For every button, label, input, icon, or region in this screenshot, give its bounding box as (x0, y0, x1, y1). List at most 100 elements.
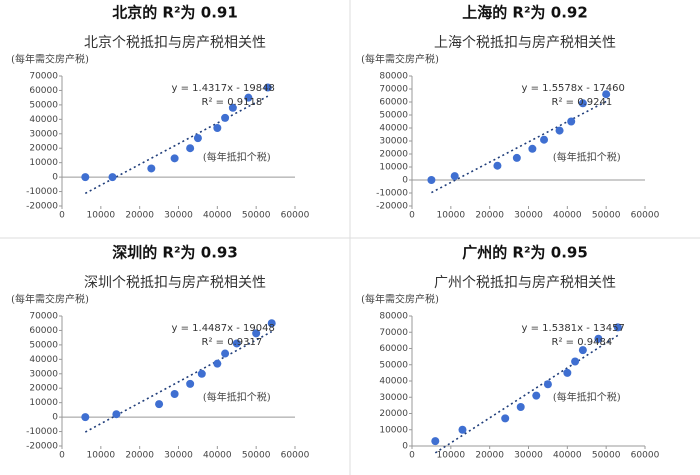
r-squared: R² = 0.9241 (552, 97, 613, 108)
y-tick-label: 50000 (29, 340, 58, 350)
chart-title: 北京个税抵扣与房产税相关性 (84, 35, 266, 51)
y-tick-label: 60000 (379, 98, 408, 108)
trendline (434, 334, 619, 454)
point (501, 414, 510, 423)
point (252, 329, 261, 338)
y-tick-label: 20000 (29, 144, 58, 154)
point (450, 172, 459, 181)
point (213, 124, 222, 132)
point (228, 103, 237, 112)
point (267, 319, 276, 328)
y-tick-label: 40000 (29, 115, 58, 125)
y-tick-label: 30000 (379, 393, 408, 403)
x-tick-label: 10000 (87, 211, 116, 221)
r-squared: R² = 0.9317 (202, 337, 263, 348)
y-tick-label: 70000 (29, 72, 58, 82)
y-axis-label: (每年需交房产税) (11, 293, 89, 306)
y-tick-label: 50000 (379, 360, 408, 370)
y-tick-label: 30000 (29, 369, 58, 379)
trendline-equation: y = 1.5578x - 17460 (522, 83, 625, 94)
y-tick-label: -10000 (26, 187, 58, 197)
y-tick-label: 60000 (379, 344, 408, 354)
panel-header: 深圳的 R²为 0.93 (112, 244, 238, 262)
x-tick-label: 50000 (592, 451, 621, 461)
x-axis-label: (每年抵扣个税) (203, 391, 271, 404)
point (532, 391, 541, 400)
y-tick-label: 0 (52, 173, 58, 183)
point (555, 126, 564, 135)
chart-title: 上海个税抵扣与房产税相关性 (434, 35, 616, 51)
point (602, 90, 611, 99)
point (221, 113, 230, 122)
y-tick-label: 10000 (379, 425, 408, 435)
x-tick-label: 30000 (514, 451, 543, 461)
y-tick-label: 10000 (379, 163, 408, 173)
point (567, 117, 576, 126)
y-axis-label: (每年需交房产税) (361, 53, 439, 66)
y-tick-label: 0 (52, 413, 58, 423)
x-tick-label: 60000 (281, 451, 310, 461)
x-tick-label: 60000 (631, 211, 660, 221)
chart-title: 深圳个税抵扣与房产税相关性 (84, 275, 266, 291)
point (594, 334, 603, 343)
y-tick-label: 30000 (29, 129, 58, 139)
x-tick-label: 60000 (631, 451, 660, 461)
y-tick-label: 70000 (29, 312, 58, 322)
point (170, 390, 179, 398)
point (540, 135, 549, 144)
point (578, 346, 587, 355)
point (232, 339, 241, 348)
x-tick-label: 0 (59, 211, 65, 221)
y-tick-label: -20000 (26, 202, 58, 212)
point (193, 134, 202, 143)
point (186, 379, 195, 388)
x-axis-label: (每年抵扣个税) (203, 151, 271, 164)
r-squared: R² = 0.9484 (552, 337, 613, 348)
y-tick-label: 40000 (379, 124, 408, 134)
y-tick-label: -10000 (26, 427, 58, 437)
point (81, 173, 90, 182)
y-tick-label: 70000 (379, 328, 408, 338)
y-tick-label: 40000 (379, 377, 408, 387)
y-tick-label: -10000 (376, 189, 408, 199)
x-tick-label: 40000 (553, 451, 582, 461)
x-tick-label: 40000 (553, 211, 582, 221)
point (427, 176, 436, 184)
x-tick-label: 30000 (164, 451, 193, 461)
x-tick-label: 0 (59, 451, 65, 461)
y-tick-label: -20000 (26, 442, 58, 452)
point (493, 161, 502, 170)
trendline-equation: y = 1.4317x - 19848 (172, 83, 275, 94)
x-axis-label: (每年抵扣个税) (553, 151, 621, 164)
x-axis-label: (每年抵扣个税) (553, 391, 621, 404)
point (613, 323, 622, 332)
point (155, 400, 164, 409)
y-tick-label: 10000 (29, 398, 58, 408)
point (431, 437, 440, 446)
y-tick-label: 20000 (379, 409, 408, 419)
x-tick-label: 20000 (475, 211, 504, 221)
point (186, 144, 195, 153)
y-tick-label: 20000 (379, 150, 408, 160)
x-tick-label: 50000 (242, 451, 271, 461)
x-tick-label: 50000 (592, 211, 621, 221)
y-tick-label: 30000 (379, 137, 408, 147)
point (263, 83, 272, 92)
x-tick-label: 40000 (203, 211, 232, 221)
y-tick-label: 60000 (29, 86, 58, 96)
point (221, 349, 230, 358)
point (213, 359, 222, 368)
point (528, 144, 537, 153)
panel-header: 广州的 R²为 0.95 (462, 244, 588, 262)
x-tick-label: 30000 (164, 211, 193, 221)
x-tick-label: 0 (409, 211, 415, 221)
y-tick-label: 20000 (29, 384, 58, 394)
y-tick-label: 60000 (29, 326, 58, 336)
point (81, 413, 90, 422)
x-tick-label: 50000 (242, 211, 271, 221)
point (244, 93, 253, 102)
y-axis-label: (每年需交房产税) (11, 53, 89, 66)
point (112, 410, 121, 419)
x-tick-label: 10000 (437, 451, 466, 461)
